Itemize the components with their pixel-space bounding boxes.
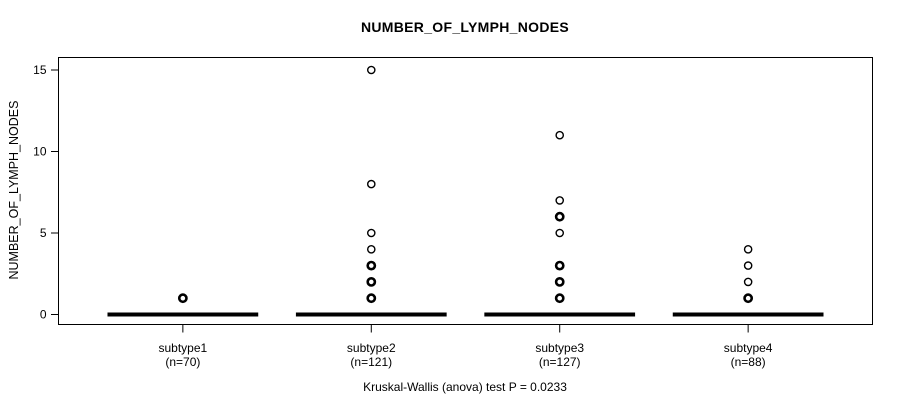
outlier-point (366, 65, 376, 75)
outlier-point (555, 130, 565, 140)
x-axis-group-label: subtype1 (159, 341, 208, 355)
outlier-point (554, 260, 565, 271)
outlier-point (554, 211, 565, 222)
outlier-point (366, 260, 377, 271)
y-axis-tick-label: 15 (33, 63, 47, 77)
outlier-point (743, 244, 753, 254)
y-axis-tick-label: 10 (33, 145, 47, 159)
outlier-point (366, 244, 376, 254)
x-axis-group-label: subtype3 (535, 341, 584, 355)
y-axis-tick-label: 0 (40, 308, 47, 322)
x-axis-count-label: (n=121) (350, 355, 392, 369)
outlier-point (177, 293, 188, 304)
outlier-point (743, 277, 753, 287)
chart-title: NUMBER_OF_LYMPH_NODES (360, 19, 570, 35)
outlier-point (366, 179, 376, 189)
outlier-point (366, 276, 377, 287)
plot-border (58, 57, 873, 325)
x-axis-count-label: (n=70) (165, 355, 200, 369)
y-axis-tick-label: 5 (40, 226, 47, 240)
outlier-point (554, 293, 565, 304)
outlier-point (366, 293, 377, 304)
x-axis-group-label: subtype2 (347, 341, 396, 355)
outlier-point (743, 293, 754, 304)
outlier-point (555, 196, 565, 205)
outlier-point (743, 261, 753, 270)
outlier-point (366, 228, 376, 238)
x-axis-count-label: (n=88) (731, 355, 766, 369)
outlier-point (554, 276, 565, 287)
x-axis-count-label: (n=127) (539, 355, 581, 369)
stat-test-caption: Kruskal-Wallis (anova) test P = 0.0233 (363, 380, 567, 394)
outlier-point (555, 228, 565, 238)
x-axis-group-label: subtype4 (724, 341, 773, 355)
